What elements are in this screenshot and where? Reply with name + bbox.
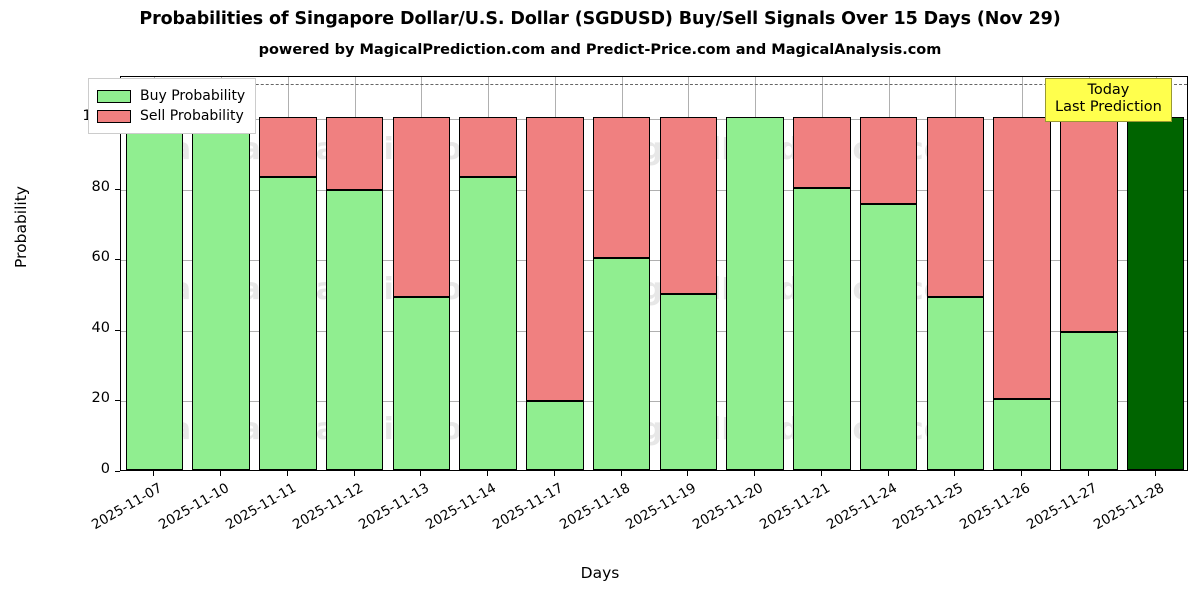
bar-segment-buy[interactable] bbox=[859, 203, 918, 470]
x-axis-tick-mark bbox=[487, 471, 489, 476]
bar-segment-buy[interactable] bbox=[793, 187, 851, 470]
bar-segment-buy[interactable] bbox=[392, 297, 451, 470]
chart-title: Probabilities of Singapore Dollar/U.S. D… bbox=[139, 9, 1061, 29]
bar-segment-sell[interactable] bbox=[926, 117, 985, 298]
bar-group[interactable] bbox=[1126, 77, 1185, 470]
bar-segment-sell[interactable] bbox=[659, 117, 718, 294]
y-axis-tick-label: 0 bbox=[100, 461, 110, 477]
bar-group[interactable] bbox=[192, 77, 250, 470]
bar-group[interactable] bbox=[793, 77, 851, 470]
bar-segment-buy[interactable] bbox=[526, 401, 584, 470]
bar-group[interactable] bbox=[1060, 77, 1118, 470]
bar-group[interactable] bbox=[125, 77, 184, 470]
y-axis-tick-label: 80 bbox=[91, 178, 110, 195]
bar-group[interactable] bbox=[325, 77, 384, 470]
y-axis-tick-mark bbox=[115, 259, 120, 261]
legend-label-buy: Buy Probability bbox=[140, 88, 246, 104]
bar-segment-sell[interactable] bbox=[993, 117, 1051, 400]
grid-line-horizontal bbox=[121, 330, 1187, 332]
bar-segment-buy[interactable] bbox=[926, 297, 985, 470]
x-axis-tick-mark bbox=[1087, 471, 1089, 476]
bar-segment-buy[interactable] bbox=[459, 177, 517, 470]
x-axis-tick-mark bbox=[353, 471, 355, 476]
y-axis-tick-mark bbox=[115, 471, 120, 472]
bar-segment-sell[interactable] bbox=[793, 117, 851, 188]
bar-segment-buy[interactable] bbox=[125, 117, 184, 470]
bar-segment-buy[interactable] bbox=[325, 189, 384, 470]
bar-group[interactable] bbox=[993, 77, 1051, 470]
x-axis-label: Days bbox=[580, 564, 620, 582]
x-axis-tick-mark bbox=[220, 471, 222, 476]
y-axis-label: Probability bbox=[12, 186, 30, 268]
bars-layer bbox=[121, 77, 1187, 470]
x-axis-tick-mark bbox=[553, 471, 555, 476]
bar-group[interactable] bbox=[726, 77, 784, 470]
y-axis-tick-label: 40 bbox=[91, 319, 110, 336]
bar-group[interactable] bbox=[392, 77, 451, 470]
chart-subtitle: powered by MagicalPrediction.com and Pre… bbox=[258, 42, 942, 58]
x-axis-tick-mark bbox=[954, 471, 956, 476]
x-axis-tick-mark bbox=[687, 471, 689, 476]
bar-segment-sell[interactable] bbox=[392, 117, 451, 298]
x-axis-tick-mark bbox=[887, 471, 889, 476]
bar-group[interactable] bbox=[859, 77, 918, 470]
x-axis-tick-mark bbox=[153, 471, 155, 476]
x-axis-tick-mark bbox=[286, 471, 288, 476]
y-axis-tick-mark bbox=[115, 400, 120, 402]
x-axis-tick-mark bbox=[620, 471, 622, 476]
bar-group[interactable] bbox=[926, 77, 985, 470]
threshold-line bbox=[121, 84, 1187, 86]
bar-group[interactable] bbox=[259, 77, 317, 470]
bar-segment-buy[interactable] bbox=[1060, 332, 1118, 470]
x-axis-tick-mark bbox=[1021, 471, 1023, 476]
bar-segment-sell[interactable] bbox=[1060, 117, 1118, 333]
chart-legend: Buy Probability Sell Probability bbox=[88, 78, 257, 134]
grid-line-horizontal bbox=[121, 401, 1187, 403]
bar-segment-buy[interactable] bbox=[659, 293, 718, 470]
plot-area: MagicalAnalysis.comMagicalPrediction.com… bbox=[120, 76, 1188, 471]
grid-line-horizontal bbox=[121, 189, 1187, 191]
bar-group[interactable] bbox=[592, 77, 651, 470]
x-axis-tick-mark bbox=[1154, 471, 1156, 476]
bar-segment-sell[interactable] bbox=[459, 117, 517, 178]
bar-segment-buy[interactable] bbox=[993, 399, 1051, 470]
bar-segment-sell[interactable] bbox=[526, 117, 584, 402]
x-axis-tick-mark bbox=[420, 471, 422, 476]
grid-line-horizontal bbox=[121, 260, 1187, 262]
today-annotation-line1: Today bbox=[1087, 82, 1130, 98]
bar-segment-buy[interactable] bbox=[726, 117, 784, 470]
bar-segment-buy[interactable] bbox=[259, 177, 317, 470]
bar-group[interactable] bbox=[526, 77, 584, 470]
bar-segment-today[interactable] bbox=[1126, 117, 1185, 470]
y-axis-tick-label: 20 bbox=[91, 390, 110, 407]
bar-group[interactable] bbox=[659, 77, 718, 470]
legend-item-buy: Buy Probability bbox=[97, 86, 245, 106]
grid-line-horizontal bbox=[121, 119, 1187, 121]
y-axis-tick-mark bbox=[115, 329, 120, 331]
x-axis-tick-mark bbox=[754, 471, 756, 476]
bar-segment-buy[interactable] bbox=[192, 117, 250, 470]
bar-segment-sell[interactable] bbox=[592, 117, 651, 259]
x-axis-tick-mark bbox=[820, 471, 822, 476]
bar-segment-sell[interactable] bbox=[859, 117, 918, 204]
legend-item-sell: Sell Probability bbox=[97, 106, 245, 126]
bar-segment-buy[interactable] bbox=[592, 258, 651, 470]
bar-segment-sell[interactable] bbox=[259, 117, 317, 178]
y-axis-tick-mark bbox=[115, 188, 120, 190]
y-axis-tick-label: 60 bbox=[91, 249, 110, 266]
today-annotation-line2: Last Prediction bbox=[1055, 99, 1162, 115]
legend-swatch-buy bbox=[97, 89, 131, 103]
bar-segment-sell[interactable] bbox=[325, 117, 384, 190]
legend-label-sell: Sell Probability bbox=[140, 108, 244, 124]
legend-swatch-sell bbox=[97, 109, 131, 123]
today-annotation: Today Last Prediction bbox=[1045, 78, 1172, 122]
bar-group[interactable] bbox=[459, 77, 517, 470]
